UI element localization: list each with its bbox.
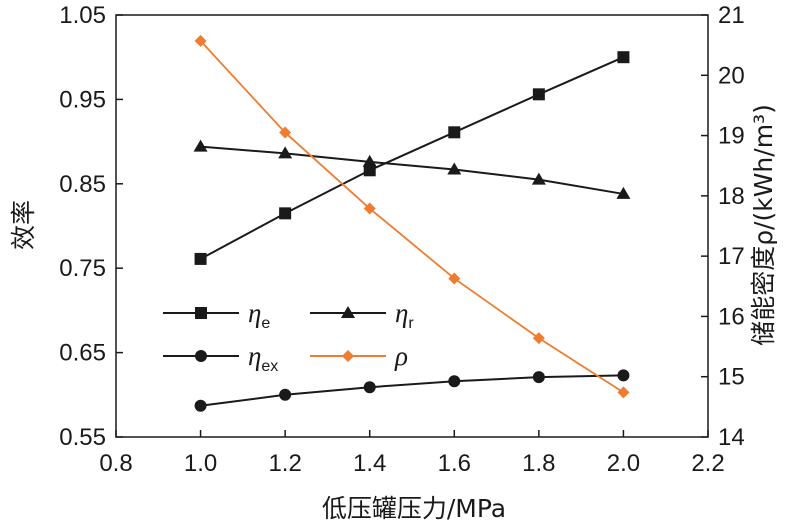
x-axis-ticks: 0.8 1.0 1.2 1.4 1.6 1.8 2.0 2.2: [99, 430, 725, 477]
right-y-tick-label: 20: [718, 62, 745, 89]
series-2: [193, 139, 631, 199]
x-tick-label: 2.0: [607, 450, 640, 477]
left-y-tick-label: 0.65: [59, 340, 106, 367]
legend-entry: ηr: [310, 298, 414, 332]
left-y-axis-ticks: 0.55 0.65 0.75 0.85 0.95 1.05: [59, 2, 123, 451]
plot-border: [115, 14, 709, 438]
legend: ηe ηr ηex ρ: [163, 298, 414, 375]
data-point: [279, 207, 292, 220]
x-tick-label: 1.6: [438, 450, 471, 477]
data-point: [194, 399, 207, 412]
legend-entry: ρ: [310, 341, 408, 371]
series-4: [194, 34, 630, 399]
data-point: [448, 375, 461, 388]
plot-frame: [115, 14, 709, 438]
legend-label: ηex: [248, 341, 278, 375]
data-point: [278, 146, 293, 159]
series-3: [194, 369, 630, 412]
left-y-tick-label: 1.05: [59, 2, 106, 29]
series-1: [194, 51, 630, 265]
data-point: [617, 51, 630, 64]
data-point: [279, 126, 292, 139]
right-y-tick-label: 19: [718, 123, 745, 150]
data-point: [617, 386, 630, 399]
legend-label: ηe: [248, 298, 270, 332]
x-tick-label: 1.4: [353, 450, 386, 477]
data-point: [363, 381, 376, 394]
series-line: [200, 56, 624, 260]
legend-subscript: ex: [261, 358, 278, 375]
data-point: [363, 202, 376, 215]
right-y-tick-label: 18: [718, 183, 745, 210]
series-line: [200, 374, 624, 407]
legend-marker: [342, 350, 354, 362]
data-point: [532, 88, 545, 101]
legend-entry: ηe: [163, 298, 270, 332]
series-line: [199, 40, 624, 394]
left-y-tick-label: 0.85: [59, 171, 106, 198]
data-point: [532, 332, 545, 345]
data-point: [448, 126, 461, 139]
legend-subscript: r: [408, 315, 414, 332]
legend-subscript: e: [261, 315, 270, 332]
left-y-axis-label: 效率: [9, 200, 38, 250]
legend-marker: [195, 307, 207, 319]
x-tick-label: 2.2: [691, 450, 724, 477]
data-point: [363, 164, 376, 177]
x-tick-label: 1.2: [268, 450, 301, 477]
right-y-axis-ticks: 14 15 16 17 18 19 20 21: [701, 2, 745, 451]
data-point: [448, 272, 461, 285]
data-point: [617, 369, 630, 382]
data-point: [362, 154, 377, 167]
x-tick-label: 1.8: [522, 450, 555, 477]
right-y-tick-label: 17: [718, 243, 745, 270]
x-tick-label: 0.8: [99, 450, 132, 477]
left-y-tick-label: 0.75: [59, 255, 106, 282]
right-y-axis-label: 储能密度ρ/(kWh/m³): [749, 104, 778, 346]
left-y-tick-label: 0.95: [59, 86, 106, 113]
legend-marker: [341, 306, 355, 318]
x-axis-label: 低压罐压力/MPa: [322, 494, 506, 523]
data-point: [279, 388, 292, 401]
data-point: [532, 371, 545, 384]
data-point: [193, 139, 208, 152]
data-point: [531, 172, 546, 185]
data-point: [616, 186, 631, 199]
x-tick-label: 1.0: [184, 450, 217, 477]
right-y-tick-label: 21: [718, 2, 745, 29]
data-point: [194, 252, 207, 265]
left-y-tick-label: 0.55: [59, 424, 106, 451]
series-line: [200, 145, 624, 195]
legend-marker: [195, 350, 207, 362]
legend-label: ρ: [394, 341, 408, 371]
legend-label: ηr: [395, 298, 414, 332]
legend-entry: ηex: [163, 341, 278, 375]
right-y-tick-label: 15: [718, 364, 745, 391]
data-point: [194, 34, 207, 47]
series-lines: [193, 34, 631, 412]
right-y-tick-label: 14: [718, 424, 745, 451]
data-point: [447, 162, 462, 175]
right-y-tick-label: 16: [718, 303, 745, 330]
